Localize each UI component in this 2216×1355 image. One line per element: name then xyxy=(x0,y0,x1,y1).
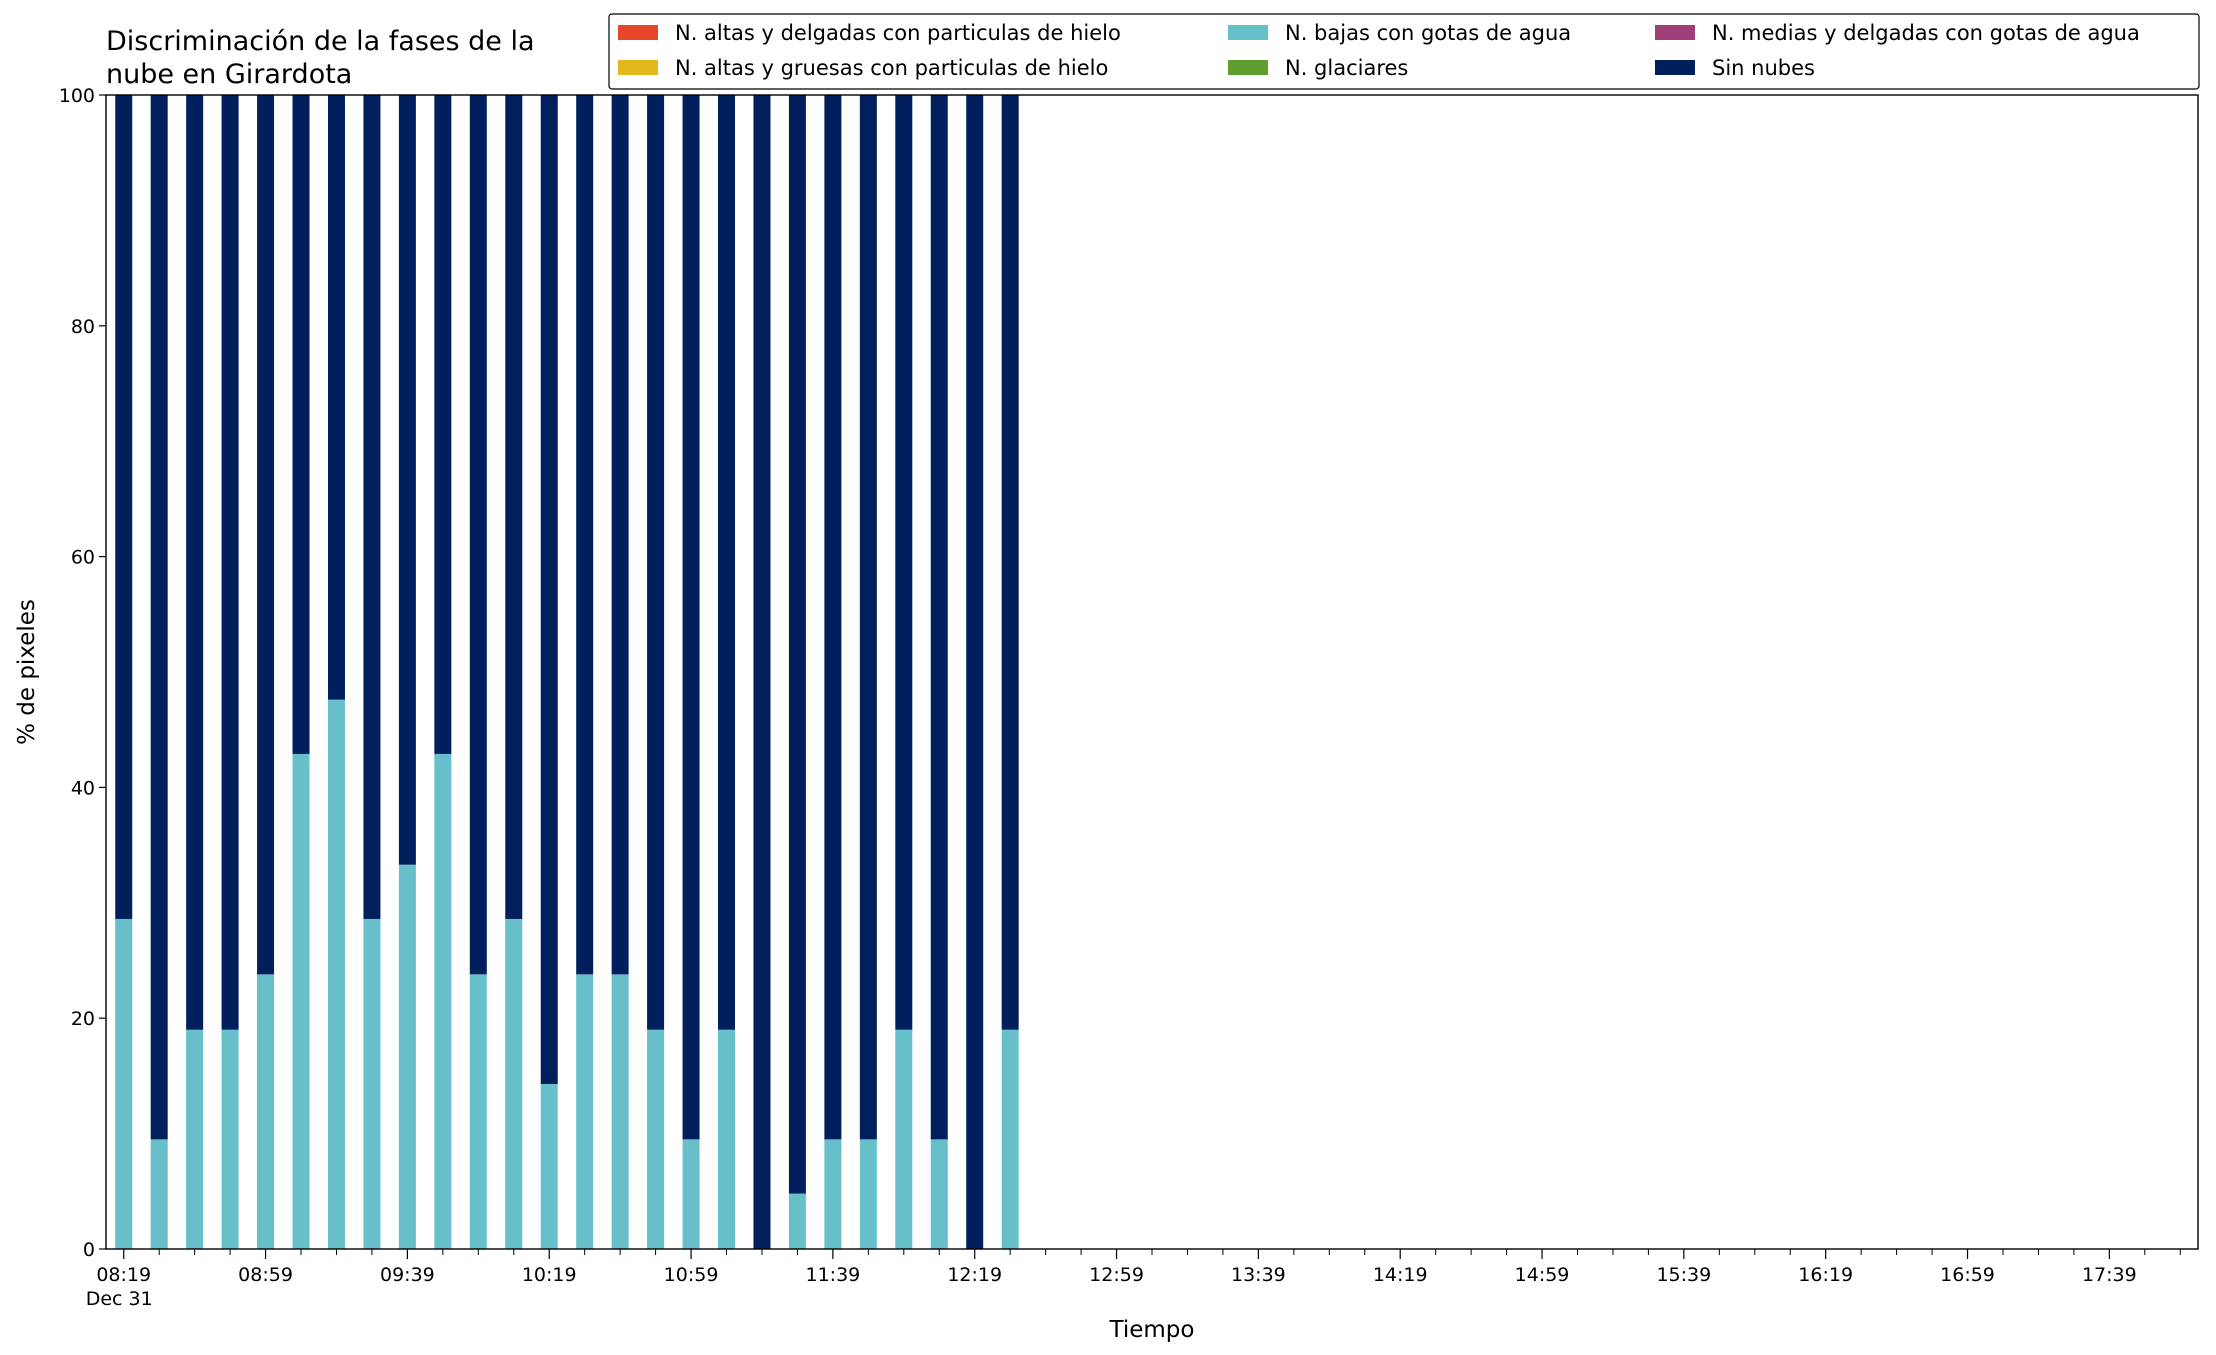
chart-title: nube en Girardota xyxy=(106,59,352,90)
y-tick-label: 20 xyxy=(71,1008,95,1030)
x-tick-label: 10:19 xyxy=(522,1264,577,1286)
bar-segment xyxy=(363,95,381,919)
bar-segment xyxy=(930,95,948,1140)
bar-segment xyxy=(221,95,239,1030)
x-tick-label: 17:39 xyxy=(2082,1264,2137,1286)
x-tick-label: 14:59 xyxy=(1515,1264,1570,1286)
bar-segment xyxy=(859,95,877,1140)
bar-segment xyxy=(824,95,842,1140)
bar-segment xyxy=(788,1193,806,1249)
y-tick-label: 60 xyxy=(71,547,95,569)
bar-segment xyxy=(505,95,523,919)
legend-label: N. altas y delgadas con particulas de hi… xyxy=(675,21,1121,45)
bar-segment xyxy=(682,95,700,1140)
legend-swatch xyxy=(618,25,658,40)
bar-segment xyxy=(115,95,133,919)
bar-segment xyxy=(540,1083,558,1249)
bar-segment xyxy=(257,974,275,1249)
legend-label: N. altas y gruesas con particulas de hie… xyxy=(675,56,1108,80)
legend-swatch xyxy=(618,60,658,75)
bar-segment xyxy=(469,974,487,1249)
bar-segment xyxy=(966,95,984,1249)
bar-segment xyxy=(930,1139,948,1249)
chart-title: Discriminación de la fases de la xyxy=(106,26,535,57)
bar-segment xyxy=(859,1139,877,1249)
bar-segment xyxy=(469,95,487,975)
bar-segment xyxy=(186,95,204,1030)
bar-segment xyxy=(576,974,594,1249)
bar-segment xyxy=(434,95,452,754)
legend-label: N. bajas con gotas de agua xyxy=(1285,21,1571,45)
bar-segment xyxy=(647,95,665,1030)
bar-segment xyxy=(576,95,594,975)
bar-segment xyxy=(150,95,168,1140)
bar-segment xyxy=(682,1139,700,1249)
legend-swatch xyxy=(1655,25,1695,40)
bar-segment xyxy=(895,95,913,1030)
bar-segment xyxy=(788,95,806,1194)
bar-segment xyxy=(753,95,771,1249)
legend-swatch xyxy=(1655,60,1695,75)
legend-swatch xyxy=(1228,60,1268,75)
y-tick-label: 80 xyxy=(71,316,95,338)
bar-segment xyxy=(505,918,523,1249)
x-tick-label: 11:39 xyxy=(805,1264,860,1286)
x-tick-label: 12:59 xyxy=(1089,1264,1144,1286)
y-tick-label: 100 xyxy=(59,85,95,107)
bar-segment xyxy=(363,918,381,1249)
bar-segment xyxy=(292,95,310,754)
bar-segment xyxy=(150,1139,168,1249)
bar-segment xyxy=(1001,95,1019,1030)
bar-segment xyxy=(398,95,416,865)
x-tick-label: 08:59 xyxy=(238,1264,293,1286)
bar-segment xyxy=(824,1139,842,1249)
bar-segment xyxy=(327,95,345,700)
legend-label: Sin nubes xyxy=(1712,56,1815,80)
bar-segment xyxy=(186,1029,204,1249)
bar-segment xyxy=(540,95,558,1084)
bar-segment xyxy=(115,918,133,1249)
bar-segment xyxy=(718,95,736,1030)
bar-segment xyxy=(895,1029,913,1249)
legend-box xyxy=(608,13,2200,90)
bar-segment xyxy=(1001,1029,1019,1249)
plot-frame xyxy=(105,94,2199,1250)
x-tick-label: 15:39 xyxy=(1656,1264,1711,1286)
x-tick-label: 08:19 xyxy=(96,1264,151,1286)
bar-segment xyxy=(611,95,629,975)
x-tick-label: 09:39 xyxy=(380,1264,435,1286)
bar-segment xyxy=(398,864,416,1249)
legend-label: N. glaciares xyxy=(1285,56,1408,80)
bar-segment xyxy=(257,95,275,975)
bar-segment xyxy=(718,1029,736,1249)
y-tick-label: 40 xyxy=(71,777,95,799)
x-tick-label: 16:59 xyxy=(1940,1264,1995,1286)
bar-segment xyxy=(434,753,452,1249)
bar-segment xyxy=(292,753,310,1249)
x-tick-label: 10:59 xyxy=(664,1264,719,1286)
x-tick-label: 16:19 xyxy=(1798,1264,1853,1286)
y-axis-label: % de pixeles xyxy=(14,599,40,745)
bar-segment xyxy=(647,1029,665,1249)
bar-segment xyxy=(327,699,345,1249)
bar-segment xyxy=(221,1029,239,1249)
y-tick-label: 0 xyxy=(83,1239,95,1261)
x-date-label: Dec 31 xyxy=(86,1288,153,1310)
legend-label: N. medias y delgadas con gotas de agua xyxy=(1712,21,2140,45)
x-tick-label: 14:19 xyxy=(1373,1264,1428,1286)
legend-swatch xyxy=(1228,25,1268,40)
bar-segment xyxy=(611,974,629,1249)
x-tick-label: 12:19 xyxy=(947,1264,1002,1286)
x-axis-label: Tiempo xyxy=(1109,1317,1195,1343)
x-tick-label: 13:39 xyxy=(1231,1264,1286,1286)
